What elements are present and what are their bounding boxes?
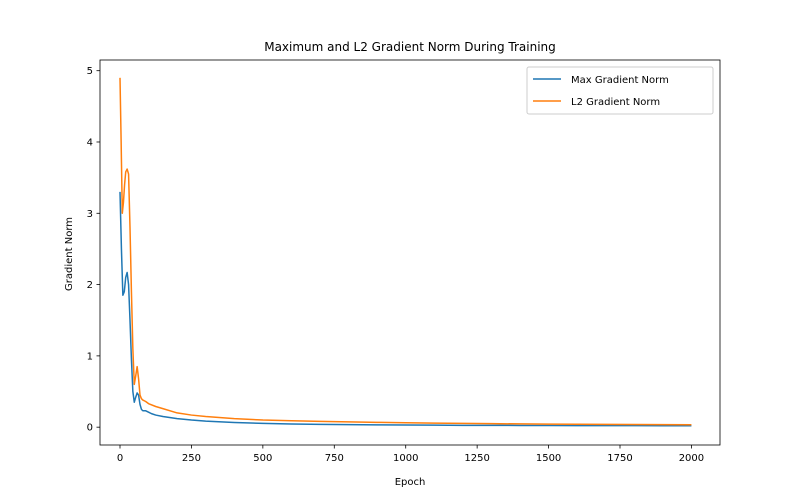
y-tick-label: 0 (87, 423, 93, 434)
plot-area: 0 250 500 750 1000 1250 1500 1750 2000 0 1 2 3 4 5 Max … (87, 59, 721, 464)
x-tick-label: 2000 (679, 453, 704, 464)
plot-frame (99, 59, 721, 446)
y-tick-label: 3 (87, 209, 93, 220)
series-line-l2-gradient-norm (119, 77, 692, 426)
x-tick-label: 750 (325, 453, 344, 464)
x-tick-label: 0 (117, 453, 123, 464)
y-axis-label: Gradient Norm (64, 217, 75, 291)
x-tick-label: 1250 (464, 453, 489, 464)
x-tick-label: 500 (253, 453, 272, 464)
y-tick-label: 1 (87, 351, 93, 362)
legend-box (526, 66, 714, 115)
x-tick-label: 1750 (607, 453, 632, 464)
y-tick-label: 5 (87, 66, 93, 77)
legend-label: Max Gradient Norm (571, 75, 669, 86)
y-tick-label: 4 (87, 137, 93, 148)
x-tick-label: 1000 (393, 453, 418, 464)
x-axis-label: Epoch (395, 477, 426, 488)
legend-label: L2 Gradient Norm (571, 97, 660, 108)
y-tick-label: 2 (87, 280, 93, 291)
x-tick-label: 1500 (536, 453, 561, 464)
chart-title: Maximum and L2 Gradient Norm During Trai… (264, 40, 556, 54)
x-tick-label: 250 (182, 453, 201, 464)
series-line-max-gradient-norm (119, 191, 692, 427)
